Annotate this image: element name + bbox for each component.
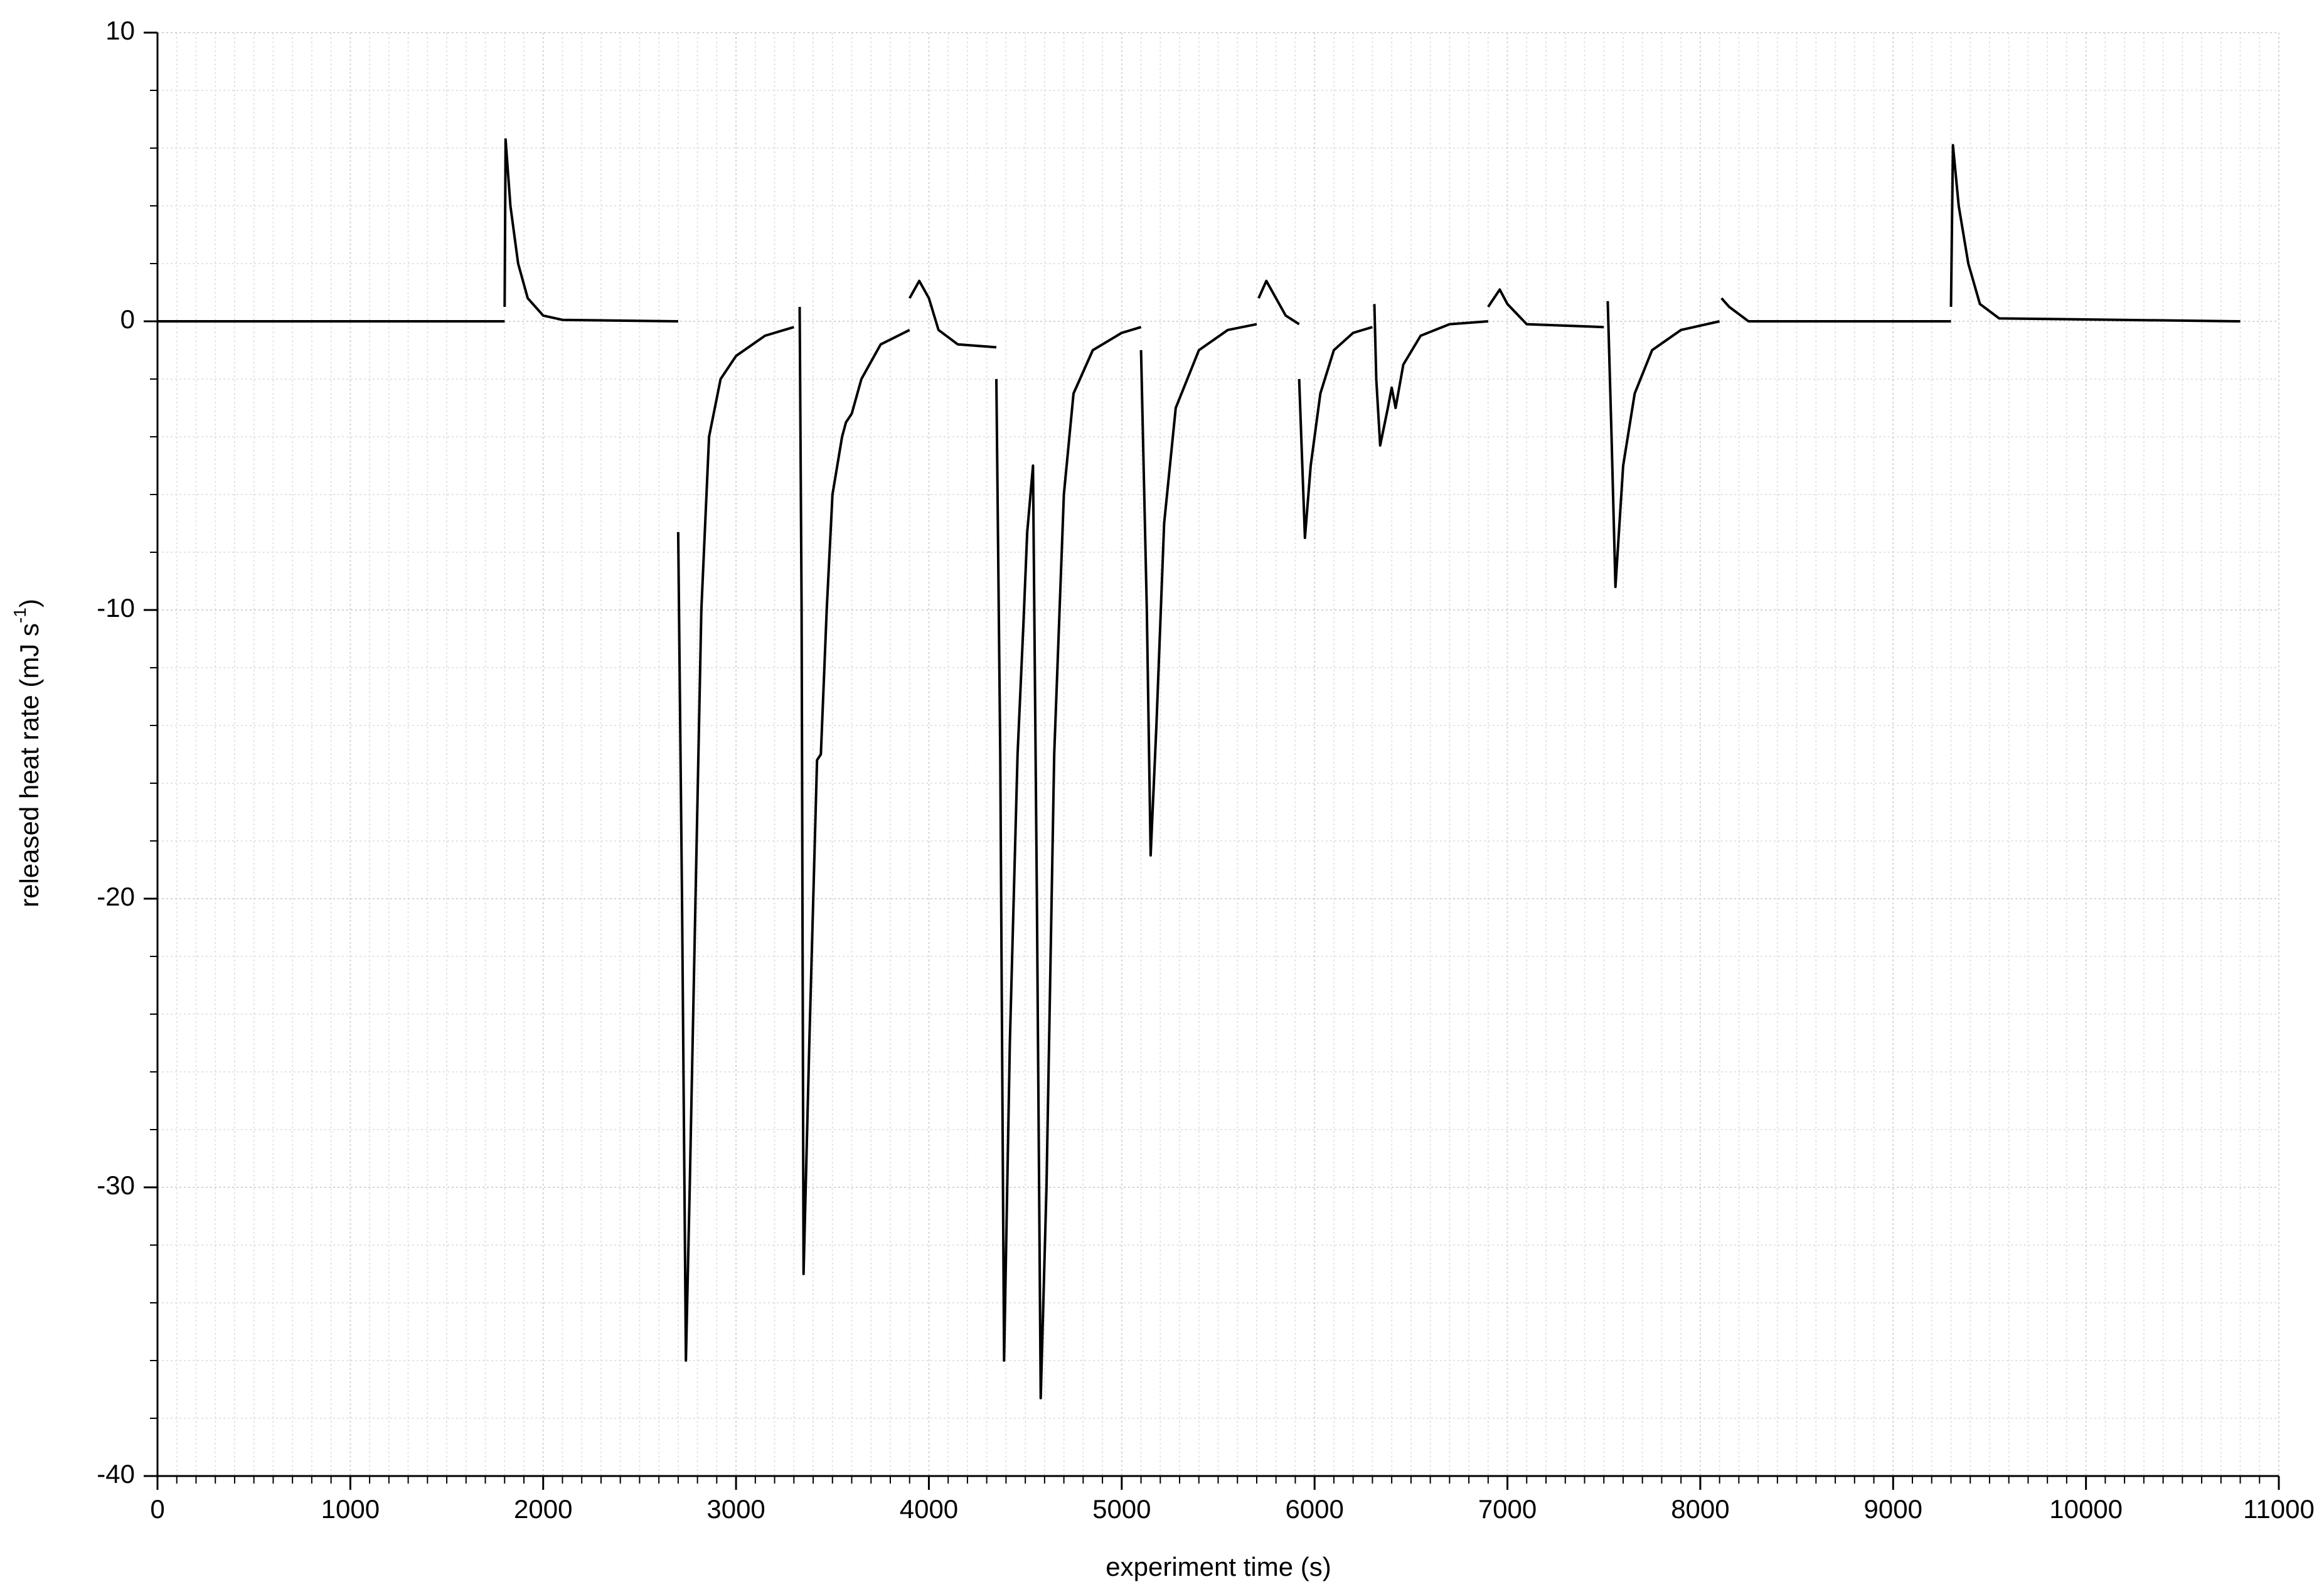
- y-axis-label: released heat rate (mJ s-1): [10, 599, 44, 907]
- y-tick-label: -20: [97, 882, 135, 911]
- x-axis-label: experiment time (s): [1106, 1552, 1331, 1581]
- data-line: [157, 138, 2241, 1399]
- x-tick-label: 1000: [321, 1494, 380, 1524]
- y-label-after: ): [14, 599, 44, 607]
- x-tick-label: 9000: [1864, 1494, 1922, 1524]
- x-tick-label: 6000: [1285, 1494, 1343, 1524]
- y-tick-label: 10: [105, 16, 135, 45]
- x-tick-label: 11000: [2243, 1494, 2315, 1524]
- x-tick-label: 10000: [2049, 1494, 2123, 1524]
- x-tick-label: 7000: [1478, 1494, 1537, 1524]
- x-tick-label: 0: [150, 1494, 164, 1524]
- x-tick-label: 3000: [706, 1494, 765, 1524]
- x-tick-label: 2000: [514, 1494, 572, 1524]
- y-tick-label: -10: [97, 593, 135, 623]
- y-tick-label: -40: [97, 1459, 135, 1489]
- x-tick-label: 8000: [1671, 1494, 1729, 1524]
- x-tick-label: 4000: [900, 1494, 958, 1524]
- y-tick-label: 0: [120, 304, 135, 334]
- y-label-sup: -1: [10, 607, 29, 623]
- y-label-text: released heat rate (mJ s: [14, 623, 44, 907]
- y-tick-label: -30: [97, 1170, 135, 1200]
- x-tick-label: 5000: [1092, 1494, 1151, 1524]
